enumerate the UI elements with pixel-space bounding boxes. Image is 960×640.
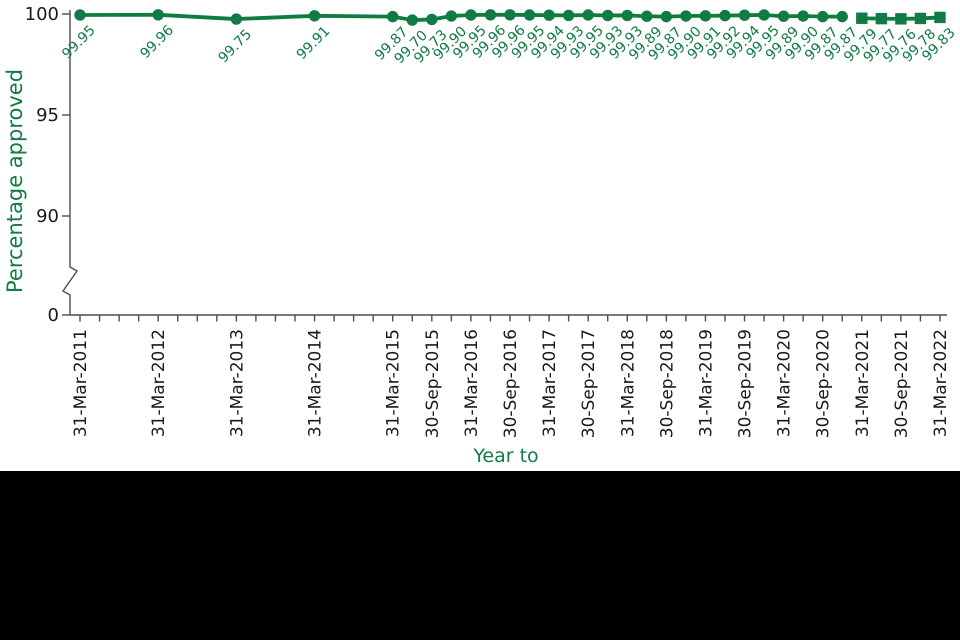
x-tick-label: 31-Mar-2015 [384,329,404,437]
data-point-circle [797,10,809,22]
y-tick-label: 90 [36,206,59,227]
x-tick-label: 31-Mar-2018 [618,329,638,437]
y-tick-label: 95 [36,105,59,126]
data-point-circle [465,9,477,21]
value-label: 99.91 [294,23,334,63]
data-point-circle [74,9,86,21]
x-tick-label: 30-Sep-2017 [579,329,599,438]
value-label: 99.95 [59,23,99,63]
data-point-circle [406,14,418,26]
x-tick-label: 31-Mar-2022 [931,329,951,437]
value-label: 99.96 [137,22,177,62]
data-point-circle [523,9,536,21]
data-point-square [895,13,907,25]
data-point-circle [484,9,497,21]
data-point-circle [308,10,321,22]
data-point-circle [387,10,399,23]
data-point-circle [777,10,790,22]
data-point-circle [758,9,770,21]
data-point-circle [230,13,243,25]
x-tick-label: 31-Mar-2011 [71,329,91,437]
y-axis-with-break [61,10,79,315]
data-point-square [856,12,868,24]
x-tick-label: 31-Mar-2019 [696,329,716,437]
percentage-approved-line-chart: 100 95 90 0 31-Mar-2011 31-Mar-2012 31-Mar-201… [3,4,959,467]
series-line [78,12,845,22]
data-point-circle [641,10,653,22]
data-point-circle [660,10,673,23]
x-tick-label: 31-Mar-2012 [149,329,169,437]
x-tick-label: 31-Mar-2017 [540,329,560,437]
x-tick-label: 31-Mar-2013 [227,329,247,437]
chart-panel: 100 95 90 0 31-Mar-2011 31-Mar-2012 31-Mar-201… [0,0,960,471]
data-point-square [875,12,888,25]
data-point-circle [543,9,555,21]
series-approved-squares [856,11,946,25]
data-point-circle [426,13,438,26]
data-point-circle [562,9,575,22]
value-label: 99.75 [216,27,256,67]
x-tick-label: 30-Sep-2019 [736,329,756,438]
y-tick-label: 0 [48,305,59,326]
series-approved-circles [74,9,848,26]
y-tick-label: 100 [25,4,59,25]
data-point-square [934,11,946,24]
data-point-circle [504,9,516,21]
x-tick-label: 31-Mar-2014 [306,329,326,437]
x-tick-label: 30-Sep-2015 [423,329,443,438]
x-tick-label: 30-Sep-2021 [892,329,912,438]
bottom-black-band [0,471,960,640]
y-axis-title: Percentage approved [3,69,27,293]
data-point-circle [602,9,614,22]
x-tick-label: 30-Sep-2020 [814,329,834,438]
data-point-circle [621,9,633,22]
x-tick-label: 30-Sep-2016 [501,329,521,438]
data-point-square [914,12,927,25]
data-point-circle [445,10,458,22]
data-point-circle [738,9,751,21]
axes [61,10,947,322]
data-point-circle [719,9,731,22]
data-point-circle [836,10,848,23]
x-tick-label: 31-Mar-2016 [462,329,482,437]
data-point-circle [680,10,692,22]
x-axis-title: Year to [472,445,538,467]
data-point-circle [582,9,594,21]
data-point-circle [152,9,164,21]
data-point-circle [817,10,829,23]
data-point-circle [699,10,712,22]
tick-labels: 100 95 90 0 31-Mar-2011 31-Mar-2012 31-Mar-201… [25,4,951,438]
x-tick-label: 31-Mar-2020 [775,329,795,437]
x-tick-label: 31-Mar-2021 [853,329,873,437]
x-tick-label: 30-Sep-2018 [657,329,677,438]
